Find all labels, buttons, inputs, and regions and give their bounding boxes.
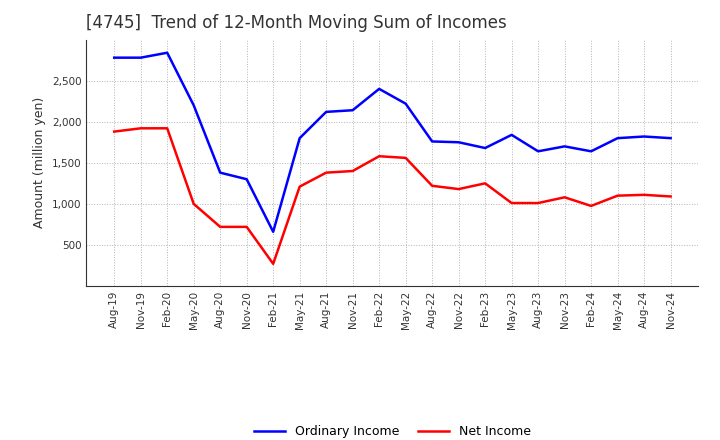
Ordinary Income — [587, 149, 595, 154]
Ordinary Income — [216, 170, 225, 175]
Ordinary Income — [189, 103, 198, 108]
Line: Ordinary Income: Ordinary Income — [114, 53, 670, 232]
Net Income — [295, 184, 304, 189]
Ordinary Income — [534, 149, 542, 154]
Ordinary Income — [640, 134, 649, 139]
Ordinary Income — [243, 176, 251, 182]
Net Income — [243, 224, 251, 230]
Net Income — [481, 181, 490, 186]
Ordinary Income — [295, 136, 304, 141]
Net Income — [560, 194, 569, 200]
Text: [4745]  Trend of 12-Month Moving Sum of Incomes: [4745] Trend of 12-Month Moving Sum of I… — [86, 15, 507, 33]
Net Income — [454, 187, 463, 192]
Ordinary Income — [613, 136, 622, 141]
Ordinary Income — [269, 229, 277, 235]
Net Income — [640, 192, 649, 198]
Ordinary Income — [666, 136, 675, 141]
Net Income — [613, 193, 622, 198]
Ordinary Income — [560, 144, 569, 149]
Legend: Ordinary Income, Net Income: Ordinary Income, Net Income — [248, 420, 536, 440]
Net Income — [534, 200, 542, 205]
Ordinary Income — [110, 55, 119, 60]
Ordinary Income — [375, 86, 384, 92]
Net Income — [375, 154, 384, 159]
Line: Net Income: Net Income — [114, 128, 670, 264]
Net Income — [163, 126, 171, 131]
Net Income — [269, 261, 277, 267]
Ordinary Income — [401, 101, 410, 106]
Ordinary Income — [481, 145, 490, 150]
Net Income — [401, 155, 410, 161]
Net Income — [666, 194, 675, 199]
Ordinary Income — [136, 55, 145, 60]
Net Income — [110, 129, 119, 134]
Ordinary Income — [428, 139, 436, 144]
Net Income — [508, 200, 516, 205]
Ordinary Income — [454, 139, 463, 145]
Ordinary Income — [348, 108, 357, 113]
Ordinary Income — [508, 132, 516, 138]
Net Income — [136, 126, 145, 131]
Net Income — [216, 224, 225, 230]
Net Income — [587, 203, 595, 209]
Net Income — [189, 201, 198, 206]
Y-axis label: Amount (million yen): Amount (million yen) — [33, 97, 46, 228]
Net Income — [428, 183, 436, 188]
Ordinary Income — [163, 50, 171, 55]
Net Income — [322, 170, 330, 175]
Ordinary Income — [322, 109, 330, 114]
Net Income — [348, 169, 357, 174]
